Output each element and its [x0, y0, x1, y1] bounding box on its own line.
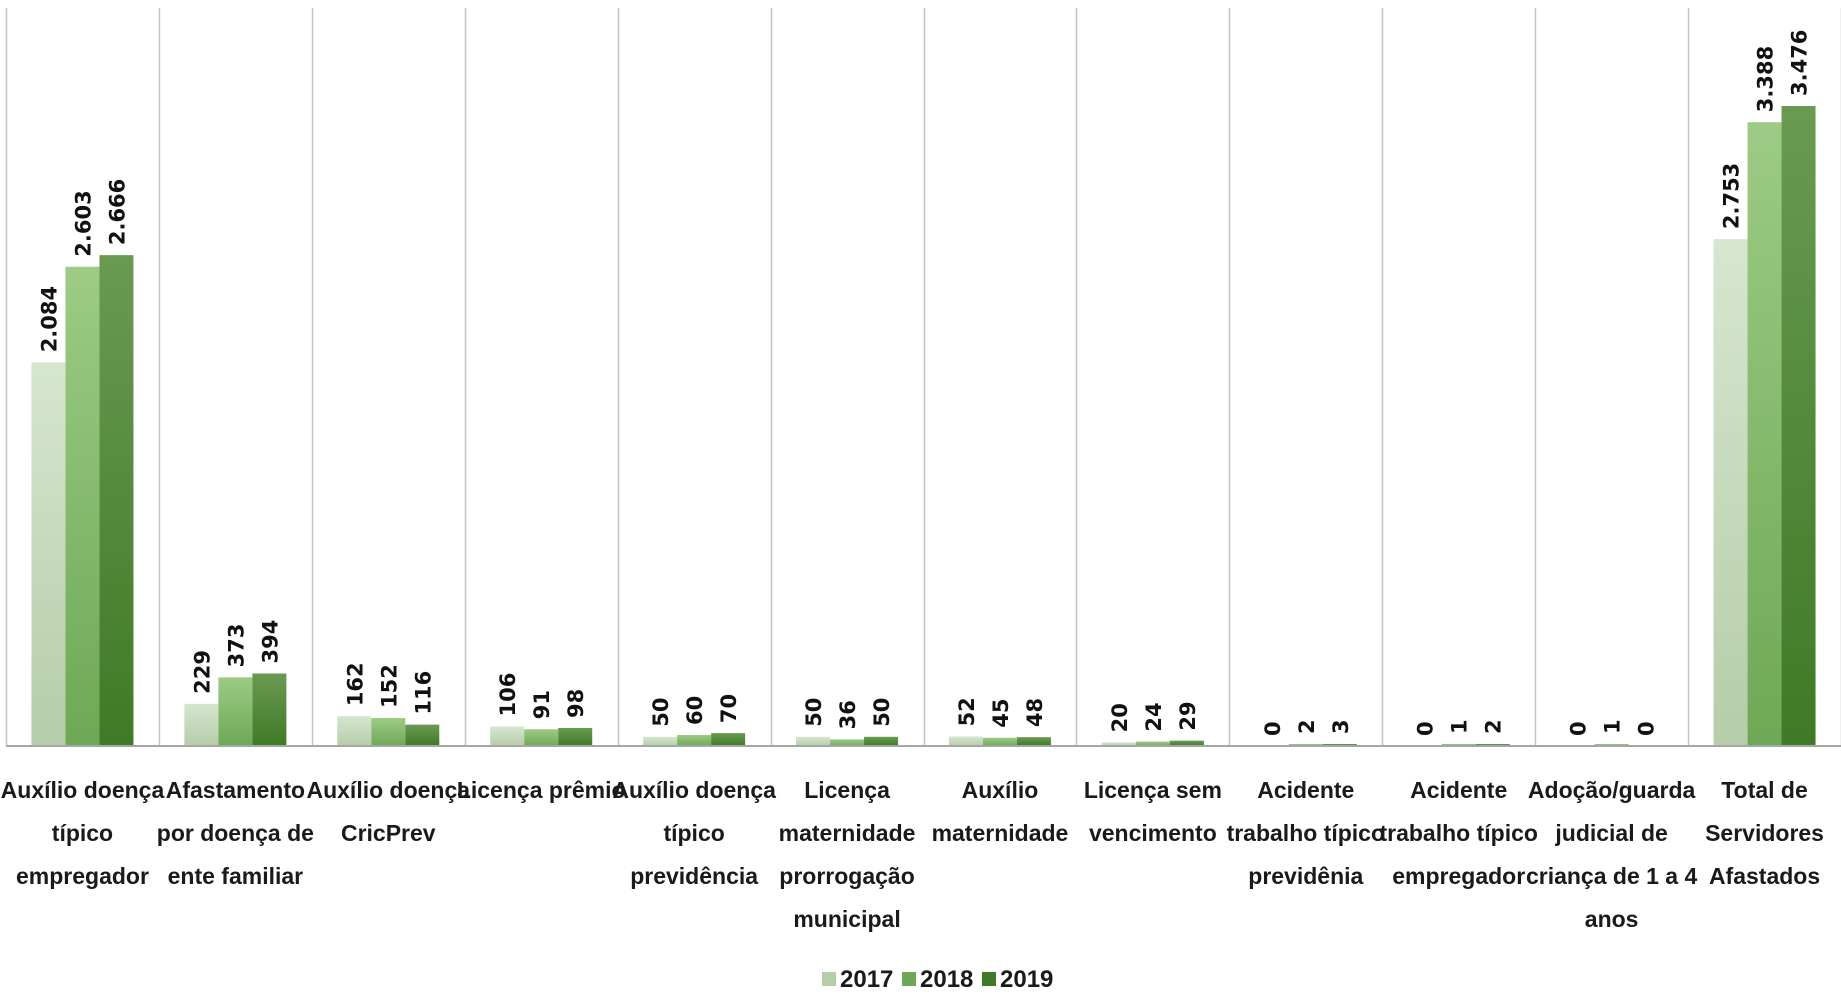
value-label-2019-cat-10: 0: [1635, 721, 1659, 736]
bar-2018-cat-11: [1747, 122, 1782, 747]
value-label-2017-cat-10: 0: [1567, 721, 1591, 736]
legend-label-2017: 2017: [840, 966, 893, 993]
value-label-2019-cat-9: 2: [1482, 719, 1506, 734]
bar-2017-cat-0: [31, 362, 66, 746]
value-label-2019-cat-11: 3.476: [1788, 30, 1812, 96]
bar-2019-cat-11: [1781, 106, 1816, 746]
category-labels: Auxílio doença típico empregadorAfastament…: [1, 777, 1824, 932]
value-label-2018-cat-6: 45: [989, 698, 1013, 727]
legend-swatch-2017: [822, 972, 836, 986]
bar-2019-cat-5: [864, 736, 899, 746]
value-label-2019-cat-3: 98: [564, 689, 588, 718]
value-label-2019-cat-5: 50: [870, 698, 894, 727]
bar-2018-cat-1: [218, 677, 253, 746]
legend-swatch-2019: [982, 972, 996, 986]
bar-2017-cat-5: [796, 736, 831, 746]
value-label-2019-cat-4: 70: [717, 694, 741, 723]
category-label-9: Acidente trabalho típico empregador: [1379, 777, 1537, 889]
value-label-2018-cat-1: 373: [224, 623, 248, 667]
bar-2017-cat-1: [184, 703, 219, 746]
value-label-2019-cat-2: 116: [411, 671, 435, 715]
category-label-4: Auxílio doença típico previdência: [612, 777, 776, 889]
value-label-2018-cat-3: 91: [530, 690, 554, 719]
category-label-7: Licença sem vencimento: [1084, 777, 1222, 846]
bar-2018-cat-5: [830, 739, 865, 746]
value-label-2017-cat-5: 50: [802, 698, 826, 727]
value-label-2017-cat-8: 0: [1261, 721, 1285, 736]
category-label-11: Total de Servidores Afastados: [1705, 777, 1824, 889]
bar-2018-cat-6: [982, 737, 1017, 746]
value-label-2019-cat-0: 2.666: [105, 179, 129, 245]
value-label-2017-cat-3: 106: [496, 673, 520, 717]
bar-2017-cat-4: [643, 736, 678, 746]
bar-2018-cat-2: [371, 718, 406, 746]
category-label-0: Auxílio doença típico empregador: [1, 777, 165, 889]
value-label-2018-cat-5: 36: [836, 700, 860, 729]
bar-2019-cat-4: [711, 733, 746, 746]
bar-2019-cat-6: [1016, 737, 1051, 746]
value-label-2019-cat-7: 29: [1176, 701, 1200, 730]
value-label-2017-cat-2: 162: [343, 662, 367, 706]
value-label-2018-cat-11: 3.388: [1754, 46, 1778, 112]
value-label-2017-cat-4: 50: [649, 698, 673, 727]
value-label-2017-cat-11: 2.753: [1720, 163, 1744, 229]
value-label-2017-cat-7: 20: [1108, 703, 1132, 732]
bar-2018-cat-0: [65, 266, 100, 746]
value-label-2018-cat-7: 24: [1142, 702, 1166, 731]
bars: [31, 106, 1816, 747]
bar-2019-cat-3: [558, 727, 593, 746]
bar-2018-cat-7: [1135, 741, 1170, 746]
legend-label-2018: 2018: [920, 966, 973, 993]
value-label-2018-cat-9: 1: [1448, 719, 1472, 734]
bar-2019-cat-1: [252, 673, 287, 746]
bar-2018-cat-4: [677, 734, 712, 746]
legend-label-2019: 2019: [1000, 966, 1053, 993]
value-label-2018-cat-0: 2.603: [71, 190, 95, 256]
bar-2017-cat-6: [948, 736, 983, 746]
legend: 2017 2018 2019: [822, 966, 1053, 993]
category-label-8: Acidente trabalho típico previdênia: [1227, 777, 1385, 889]
category-separators: [5, 8, 1841, 746]
value-label-2017-cat-9: 0: [1414, 721, 1438, 736]
category-label-5: Licença maternidade prorrogação municipal: [779, 777, 916, 932]
bar-2017-cat-7: [1101, 742, 1136, 746]
bar-2019-cat-7: [1169, 740, 1204, 746]
category-label-10: Adoção/guarda judicial de criança de 1 a 4…: [1526, 777, 1698, 932]
bar-2017-cat-2: [337, 716, 372, 746]
value-label-2019-cat-8: 3: [1329, 719, 1353, 734]
bar-2019-cat-0: [99, 255, 134, 746]
value-label-2018-cat-10: 1: [1601, 719, 1625, 734]
bar-2018-cat-3: [524, 729, 559, 746]
category-label-1: Afastamento por doença de ente familiar: [157, 777, 314, 889]
category-label-3: Licença prêmio: [457, 777, 626, 803]
value-label-2017-cat-1: 229: [190, 650, 214, 694]
value-label-2017-cat-0: 2.084: [37, 286, 61, 352]
value-label-2017-cat-6: 52: [955, 697, 979, 726]
value-label-2018-cat-4: 60: [683, 696, 707, 725]
legend-swatch-2018: [902, 972, 916, 986]
bar-2017-cat-3: [490, 726, 525, 746]
value-label-2019-cat-1: 394: [258, 620, 282, 664]
bar-2017-cat-11: [1713, 239, 1748, 746]
category-label-6: Auxílio maternidade: [932, 777, 1069, 846]
value-label-2018-cat-2: 152: [377, 664, 401, 708]
value-label-2019-cat-6: 48: [1023, 698, 1047, 727]
value-label-2018-cat-8: 2: [1295, 719, 1319, 734]
bar-2019-cat-2: [405, 724, 440, 746]
category-label-2: Auxílio doença CricPrev: [306, 777, 470, 846]
